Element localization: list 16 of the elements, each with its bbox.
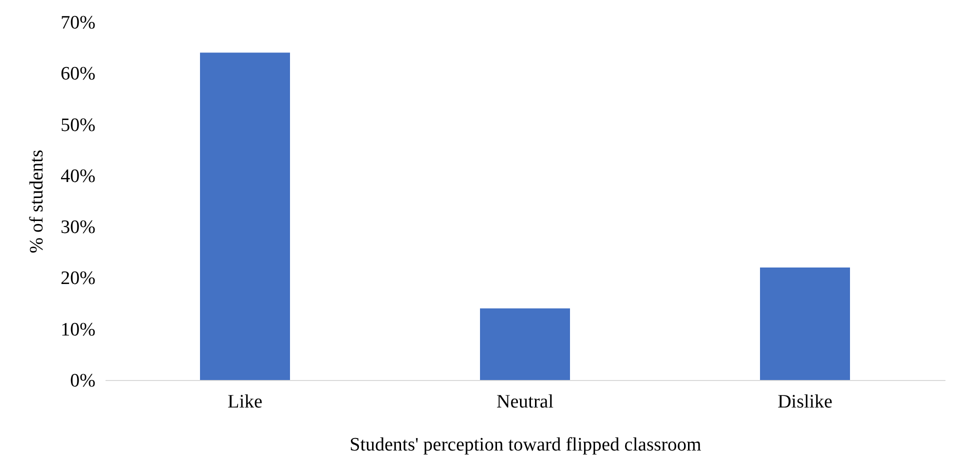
y-tick-label: 0%	[70, 370, 96, 392]
y-tick-label: 40%	[60, 166, 96, 187]
bar	[200, 52, 290, 380]
x-axis-title: Students' perception toward flipped classroom	[350, 434, 702, 456]
x-tick-label: Like	[228, 392, 262, 412]
y-axis-title: % of students	[26, 150, 48, 254]
y-tick-label: 20%	[60, 268, 96, 290]
y-tick-label: 50%	[60, 114, 96, 136]
bar	[480, 308, 570, 380]
x-tick-label: Neutral	[496, 392, 554, 412]
bar	[760, 267, 850, 380]
x-tick-label: Dislike	[778, 392, 832, 412]
y-tick-label: 10%	[60, 319, 96, 340]
y-tick-label: 30%	[60, 217, 96, 238]
y-tick-label: 70%	[60, 12, 96, 34]
y-tick-label: 60%	[60, 64, 96, 85]
